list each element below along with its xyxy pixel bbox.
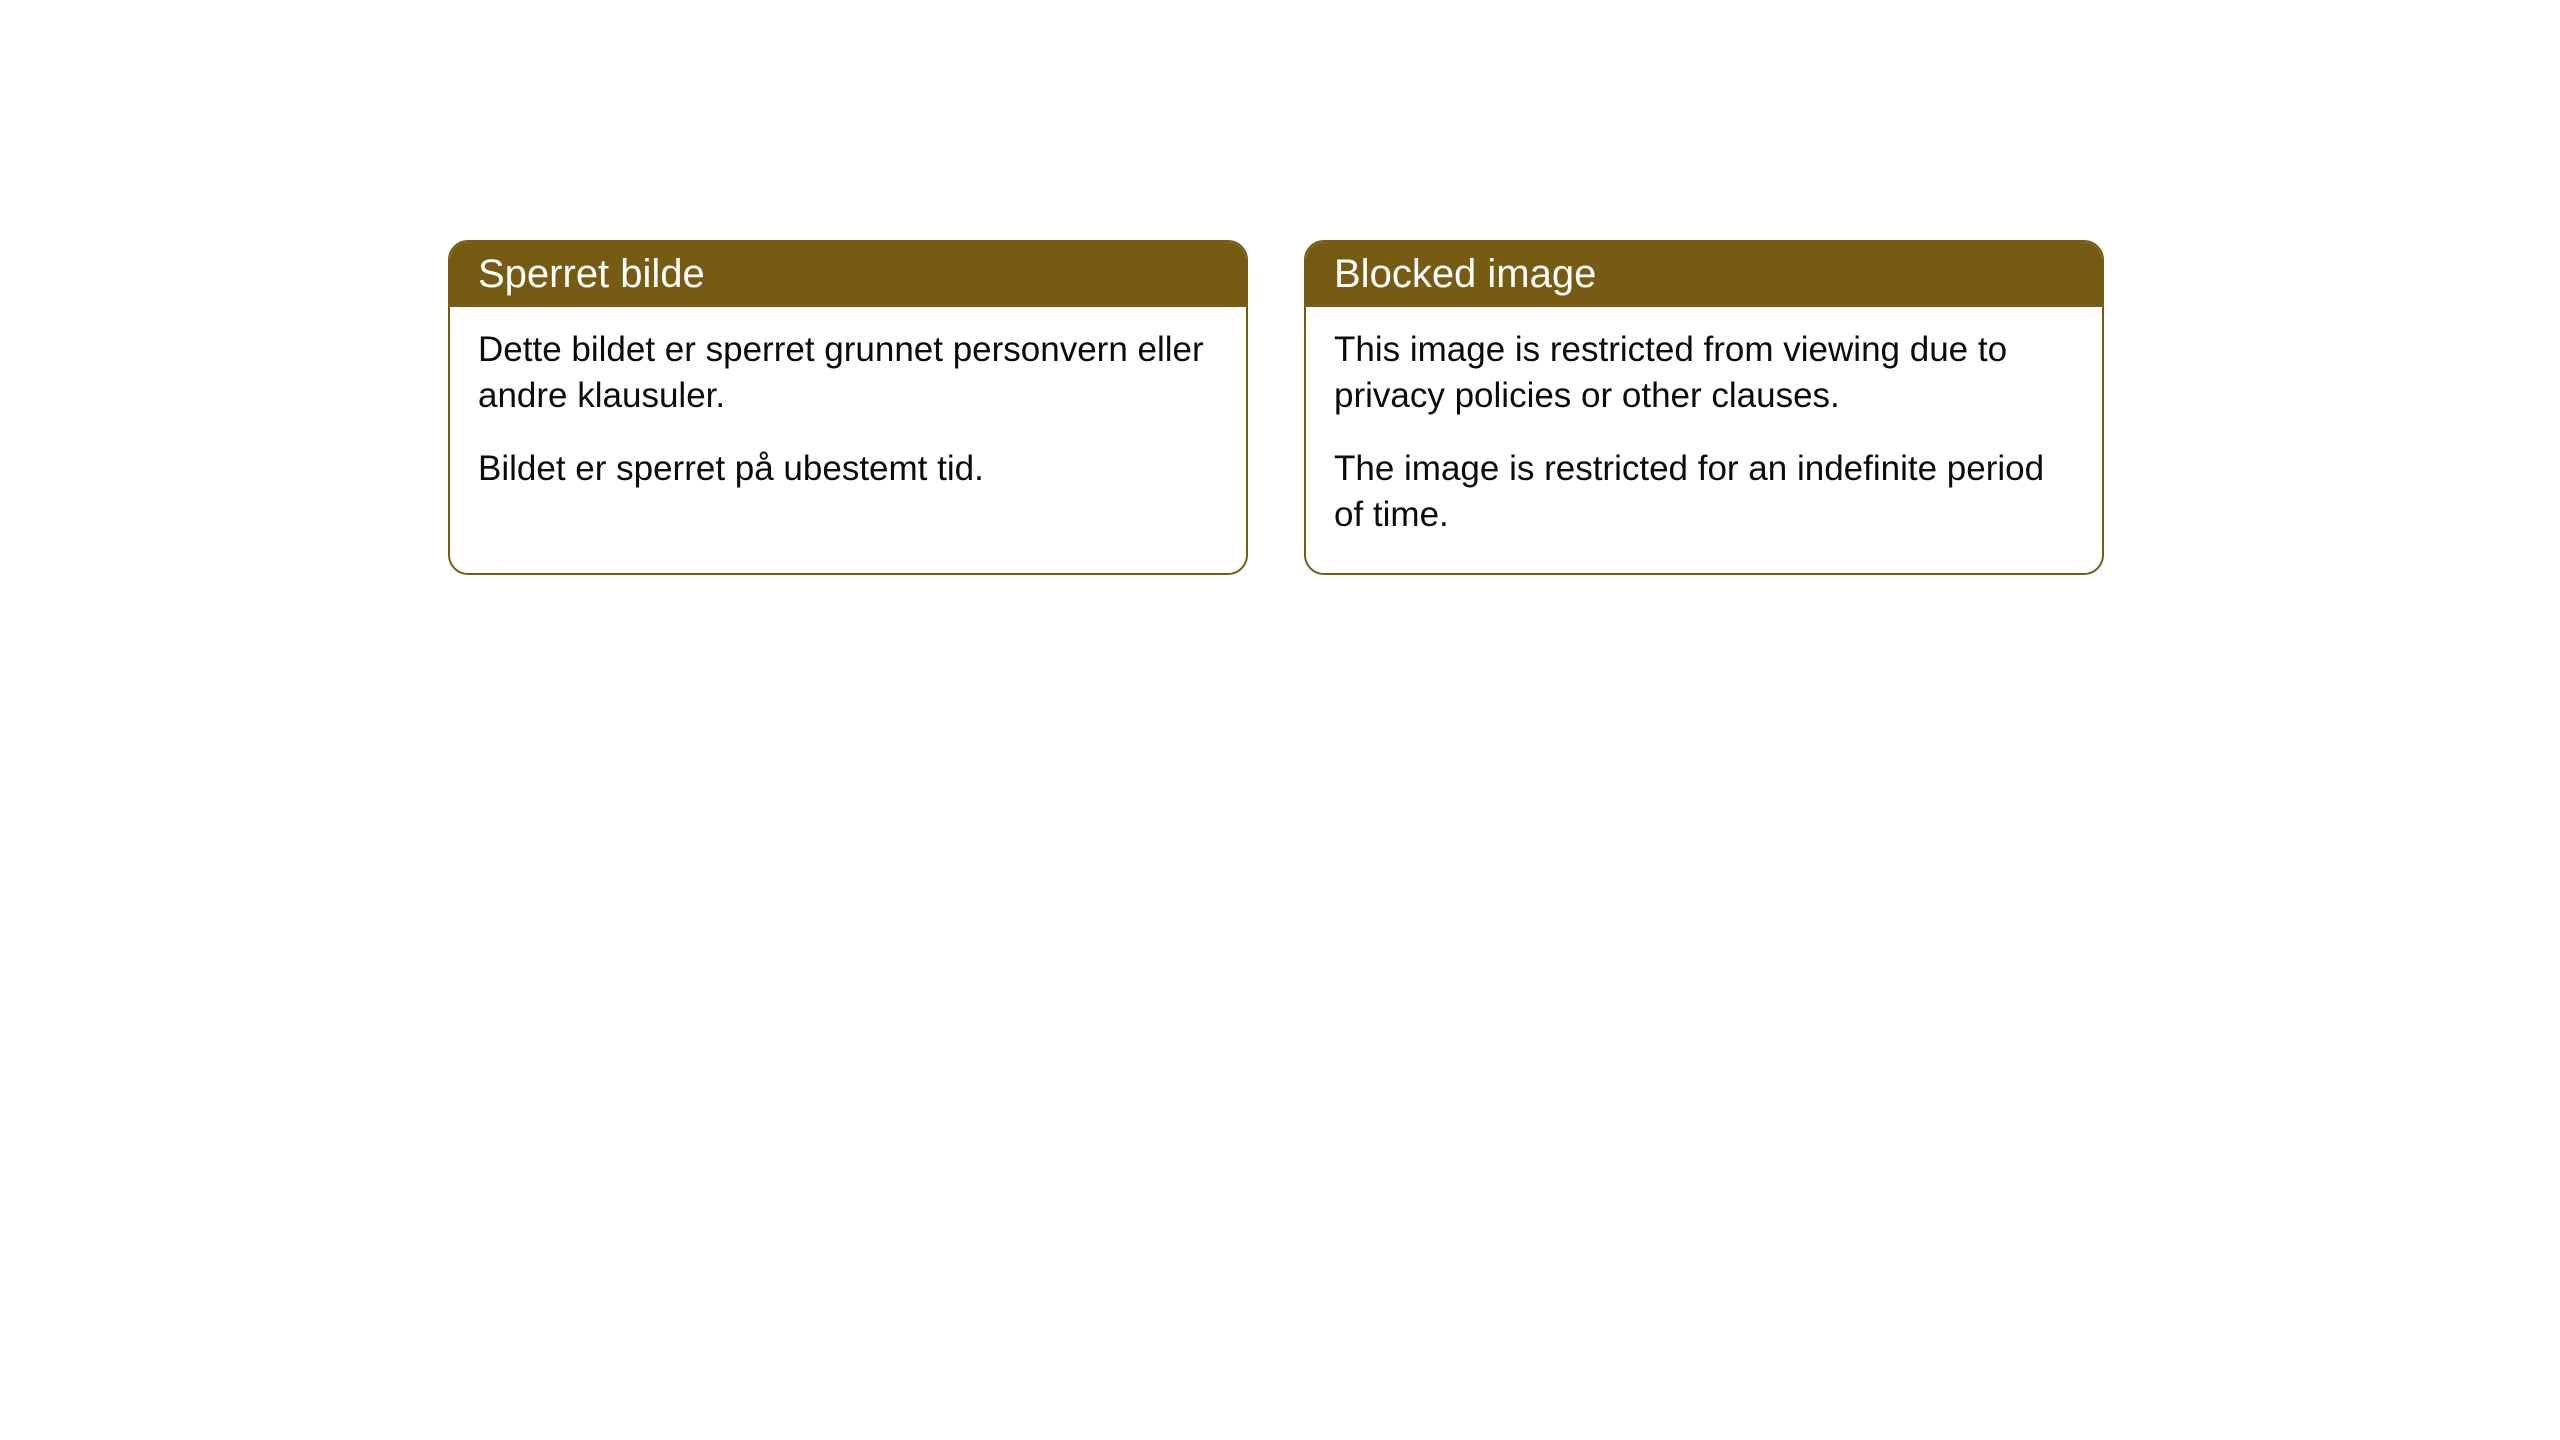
card-text-english-line1: This image is restricted from viewing du… (1334, 327, 2074, 418)
blocked-image-card-english: Blocked image This image is restricted f… (1304, 240, 2104, 575)
card-title-english: Blocked image (1306, 242, 2102, 307)
card-body-english: This image is restricted from viewing du… (1306, 307, 2102, 573)
card-text-norwegian-line2: Bildet er sperret på ubestemt tid. (478, 446, 1218, 492)
card-text-english-line2: The image is restricted for an indefinit… (1334, 446, 2074, 537)
card-title-norwegian: Sperret bilde (450, 242, 1246, 307)
card-text-norwegian-line1: Dette bildet er sperret grunnet personve… (478, 327, 1218, 418)
card-body-norwegian: Dette bildet er sperret grunnet personve… (450, 307, 1246, 528)
notice-cards-container: Sperret bilde Dette bildet er sperret gr… (448, 240, 2560, 575)
blocked-image-card-norwegian: Sperret bilde Dette bildet er sperret gr… (448, 240, 1248, 575)
